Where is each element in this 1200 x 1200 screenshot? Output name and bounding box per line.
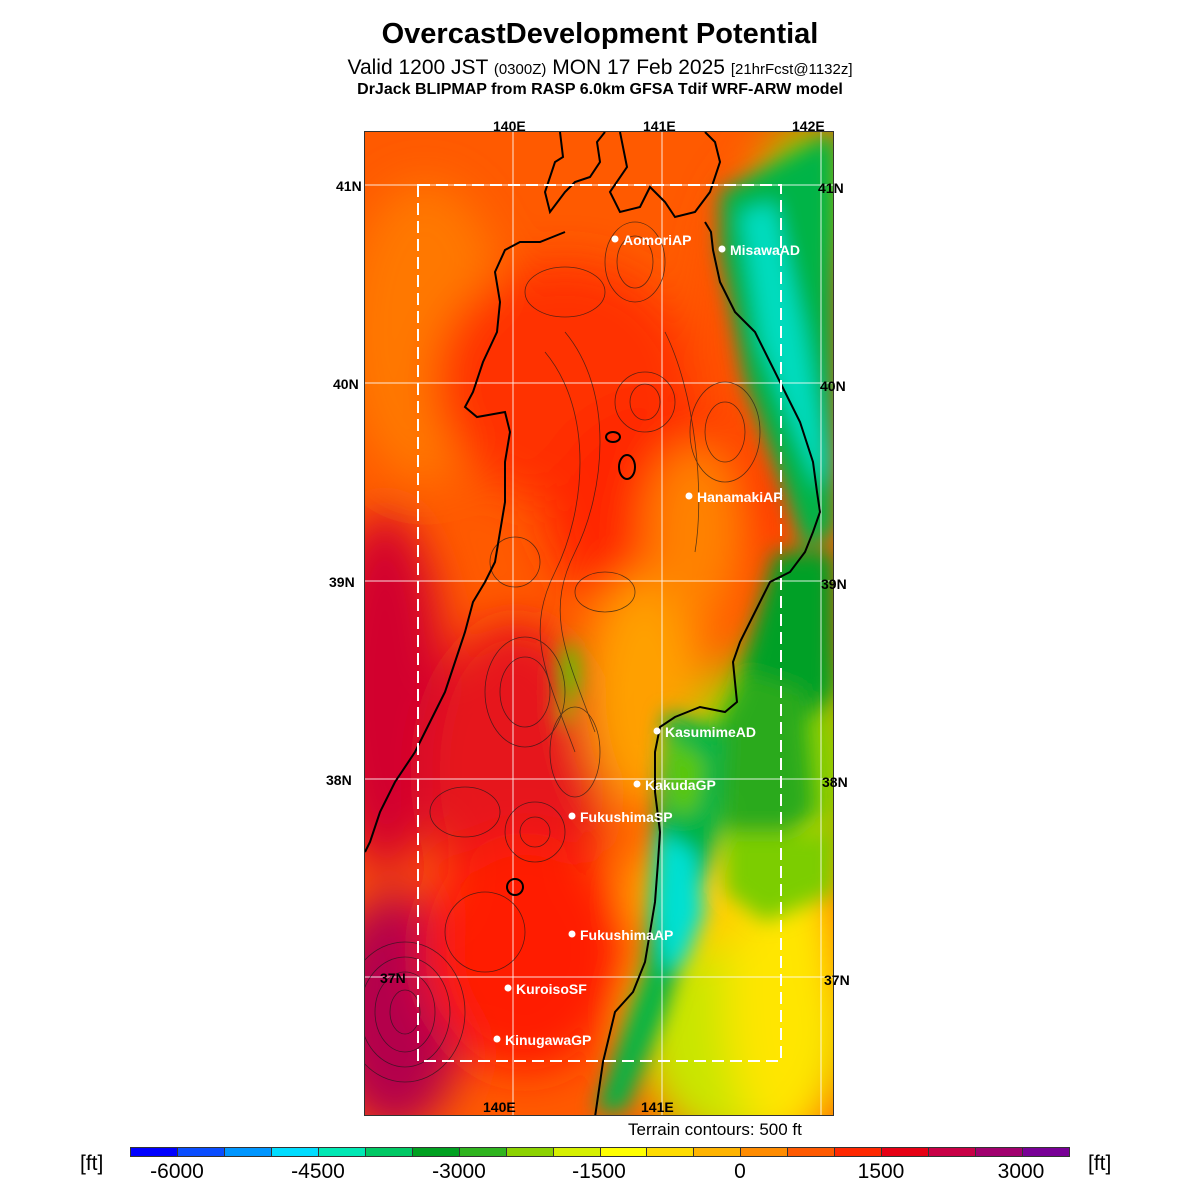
colorbar [130, 1147, 1070, 1157]
site-kuroisosf: KuroisoSF [504, 981, 587, 997]
lat-label-left-37n: 37N [380, 970, 406, 986]
colorbar-swatch [694, 1148, 742, 1156]
site-kinugawagp: KinugawaGP [493, 1032, 591, 1048]
colorbar-swatch [224, 1148, 272, 1156]
map-panel: AomoriAP MisawaAD HanamakiAP KasumimeAD … [364, 131, 834, 1116]
colorbar-swatch [365, 1148, 413, 1156]
colorbar-tick: -6000 [150, 1160, 204, 1183]
site-dot [611, 235, 619, 243]
valid-time: Valid 1200 JST [347, 56, 488, 79]
site-markers: AomoriAP MisawaAD HanamakiAP KasumimeAD … [493, 232, 800, 1048]
site-label: FukushimaAP [580, 927, 673, 943]
site-kasumimead: KasumimeAD [653, 724, 756, 740]
colorbar-swatch [506, 1148, 554, 1156]
lon-label-top-142e: 142E [792, 118, 825, 134]
colorbar-swatch [741, 1148, 789, 1156]
lat-label-right-40n: 40N [820, 378, 846, 394]
colorbar-tick: 3000 [997, 1160, 1045, 1183]
model-line: DrJack BLIPMAP from RASP 6.0km GFSA Tdif… [357, 81, 843, 98]
colorbar-swatch [882, 1148, 930, 1156]
site-fukushimasp: FukushimaSP [568, 809, 673, 825]
coastline [365, 132, 822, 1115]
site-label: HanamakiAP [697, 489, 783, 505]
site-label: KinugawaGP [505, 1032, 591, 1048]
map-canvas: AomoriAP MisawaAD HanamakiAP KasumimeAD … [365, 132, 833, 1115]
site-dot [633, 780, 641, 788]
site-label: FukushimaSP [580, 809, 673, 825]
colorbar-unit-left: [ft] [80, 1152, 104, 1175]
site-label: KasumimeAD [665, 724, 756, 740]
site-dot [568, 930, 576, 938]
valid-time-line: Valid 1200 JST (0300Z) MON 17 Feb 2025 [… [0, 56, 1200, 80]
site-dot [504, 984, 512, 992]
utc-time: (0300Z) [493, 61, 547, 78]
terrain-note: Terrain contours: 500 ft [628, 1120, 802, 1139]
site-fukushimaap: FukushimaAP [568, 927, 673, 943]
terrain-contours [365, 221, 761, 1083]
site-label: KakudaGP [645, 777, 716, 793]
colorbar-swatch [647, 1148, 695, 1156]
site-dot [718, 245, 726, 253]
site-dot [653, 727, 661, 735]
site-label: MisawaAD [730, 242, 800, 258]
inner-domain-box [417, 184, 782, 1062]
lon-label-top-141e: 141E [643, 118, 676, 134]
colorbar-swatch [271, 1148, 319, 1156]
site-dot [493, 1035, 501, 1043]
colorbar-tick: -1500 [572, 1160, 626, 1183]
colorbar-swatch [929, 1148, 977, 1156]
colorbar-swatch [788, 1148, 836, 1156]
lon-label-top-140e: 140E [493, 118, 526, 134]
colorbar-swatch [835, 1148, 883, 1156]
site-label: AomoriAP [623, 232, 691, 248]
colorbar-swatch [1023, 1148, 1070, 1156]
colorbar-swatch [459, 1148, 507, 1156]
colorbar-swatch [976, 1148, 1024, 1156]
lat-label-left-40n: 40N [333, 376, 359, 392]
site-kakudagp: KakudaGP [633, 777, 716, 793]
colorbar-tick: 1500 [857, 1160, 905, 1183]
lat-label-left-39n: 39N [329, 574, 355, 590]
lon-label-bottom-141e: 141E [641, 1099, 674, 1115]
colorbar-unit-right: [ft] [1088, 1152, 1112, 1175]
site-misawaad: MisawaAD [718, 242, 800, 258]
site-dot [568, 812, 576, 820]
site-dot [685, 492, 693, 500]
ocean-field [559, 133, 833, 1112]
forecast-info: [21hrFcst@1132z] [730, 61, 853, 78]
lat-label-right-39n: 39N [821, 576, 847, 592]
lat-label-left-41n: 41N [336, 178, 362, 194]
valid-date: MON 17 Feb 2025 [552, 56, 725, 79]
site-aomoriap: AomoriAP [611, 232, 691, 248]
colorbar-tick: 0 [734, 1160, 746, 1183]
colorbar-swatch [131, 1148, 178, 1156]
colorbar-tick: -3000 [432, 1160, 486, 1183]
lat-label-right-41n: 41N [818, 180, 844, 196]
colorbar-swatch [318, 1148, 366, 1156]
lon-label-bottom-140e: 140E [483, 1099, 516, 1115]
lat-label-right-37n: 37N [824, 972, 850, 988]
colorbar-swatch [412, 1148, 460, 1156]
colorbar-swatch [600, 1148, 648, 1156]
colorbar-swatch [553, 1148, 601, 1156]
lat-label-left-38n: 38N [326, 772, 352, 788]
site-hanamakiap: HanamakiAP [685, 489, 783, 505]
colorbar-tick: -4500 [291, 1160, 345, 1183]
chart-title: OvercastDevelopment Potential [381, 18, 819, 50]
lat-label-right-38n: 38N [822, 774, 848, 790]
site-label: KuroisoSF [516, 981, 587, 997]
colorbar-swatch [177, 1148, 225, 1156]
